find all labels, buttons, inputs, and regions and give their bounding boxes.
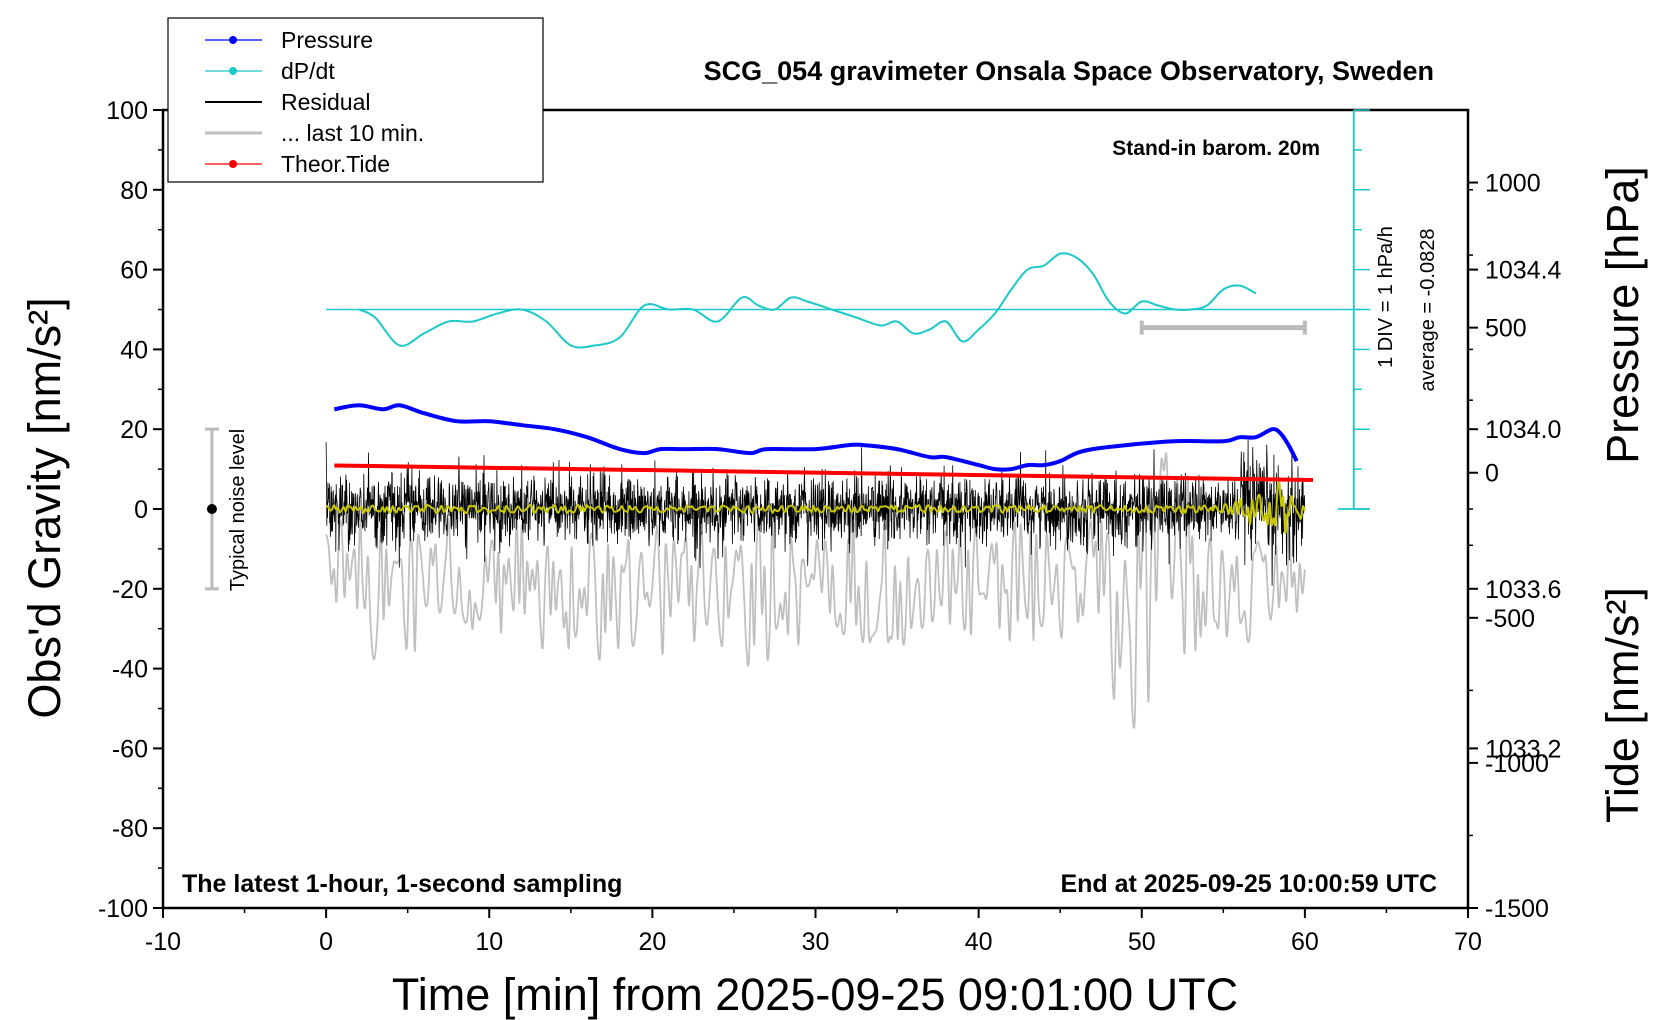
x-tick-label: 0 xyxy=(319,928,333,956)
pressure-tick-label: 1033.2 xyxy=(1485,735,1561,763)
legend-swatch-dot xyxy=(229,36,237,44)
residual-smoothed-line xyxy=(325,480,1306,534)
y-tick-label: -20 xyxy=(112,576,148,604)
pressure-tick-label: 1033.6 xyxy=(1485,576,1561,604)
last-10-min-bar xyxy=(1139,320,1307,335)
bottom-left-note: The latest 1-hour, 1-second sampling xyxy=(182,870,622,898)
x-tick-label: 30 xyxy=(802,928,830,956)
series-layer xyxy=(325,252,1371,729)
y-axis-label-left: Obs'd Gravity [nm/s²] xyxy=(19,297,70,718)
y-tick-label: 0 xyxy=(134,496,148,524)
legend-label: Residual xyxy=(281,89,371,115)
theor-tide-line xyxy=(334,463,1314,482)
noise-bar-center-dot xyxy=(206,504,217,514)
x-tick-label: -10 xyxy=(145,928,181,956)
legend-box xyxy=(167,17,544,183)
y-axis-ticks: 100 80 60 40 20 0 -20 -40 -60 -80 -100 xyxy=(98,97,163,923)
y-tick-label: 60 xyxy=(120,257,148,285)
pressure-axis-ticks: 1034.4 1034.0 1033.6 1033.2 xyxy=(1468,189,1562,763)
legend-label: dP/dt xyxy=(281,58,335,84)
tide-tick-label: -1000 xyxy=(1485,750,1549,778)
x-tick-label: 40 xyxy=(965,928,993,956)
x-tick-label: 60 xyxy=(1291,928,1319,956)
tide-tick-label: -500 xyxy=(1485,605,1535,633)
tide-axis-ticks: 1000 500 0 -500 -1000 -1500 xyxy=(1468,170,1549,923)
noise-note: Typical noise level xyxy=(227,429,249,591)
y-tick-label: -40 xyxy=(112,656,148,684)
pressure-line xyxy=(333,403,1299,472)
legend-label: Pressure xyxy=(281,27,373,53)
legend-label: Theor.Tide xyxy=(281,151,390,177)
tide-tick-label: 0 xyxy=(1485,460,1499,488)
y-axis-label-pressure: Pressure [hPa] xyxy=(1597,166,1648,464)
chart-title: SCG_054 gravimeter Onsala Space Observat… xyxy=(704,56,1434,86)
y-tick-label: 80 xyxy=(120,177,148,205)
x-tick-label: 10 xyxy=(475,928,503,956)
tide-tick-label: 500 xyxy=(1485,315,1527,343)
y-tick-label: 20 xyxy=(120,416,148,444)
legend: Pressure dP/dt Residual ... last 10 min. The… xyxy=(167,17,544,183)
noise-level-bar xyxy=(204,427,219,591)
tide-tick-label: -1500 xyxy=(1485,895,1549,923)
y-tick-label: -100 xyxy=(98,895,148,923)
pressure-tick-label: 1034.0 xyxy=(1485,416,1561,444)
legend-items: Pressure dP/dt Residual ... last 10 min. The… xyxy=(205,27,424,177)
y-tick-label: 40 xyxy=(120,336,148,364)
y-tick-label: -80 xyxy=(112,815,148,843)
dpdt-line xyxy=(358,252,1257,349)
tide-tick-label: 1000 xyxy=(1485,170,1541,198)
y-axis-label-tide: Tide [nm/s²] xyxy=(1597,587,1648,823)
x-tick-label: 50 xyxy=(1128,928,1156,956)
div-note: 1 DIV = 1 hPa/h xyxy=(1375,226,1397,368)
average-note: average = -0.0828 xyxy=(1417,229,1439,392)
pressure-tick-label: 1034.4 xyxy=(1485,257,1562,285)
legend-swatch-dot xyxy=(229,160,237,168)
x-tick-label: 70 xyxy=(1454,928,1482,956)
x-tick-label: 20 xyxy=(638,928,666,956)
y-tick-label: 100 xyxy=(106,97,148,125)
x-axis-label: Time [min] from 2025-09-25 09:01:00 UTC xyxy=(392,969,1238,1020)
y-tick-label: -60 xyxy=(112,735,148,763)
x-axis-ticks: -10 0 10 20 30 40 50 60 70 xyxy=(145,908,1482,956)
bottom-right-note: End at 2025-09-25 10:00:59 UTC xyxy=(1060,870,1437,898)
barometer-note: Stand-in barom. 20m xyxy=(1112,137,1320,160)
residual-line xyxy=(325,439,1306,586)
legend-label: ... last 10 min. xyxy=(281,120,424,146)
legend-swatch-dot xyxy=(229,67,237,75)
